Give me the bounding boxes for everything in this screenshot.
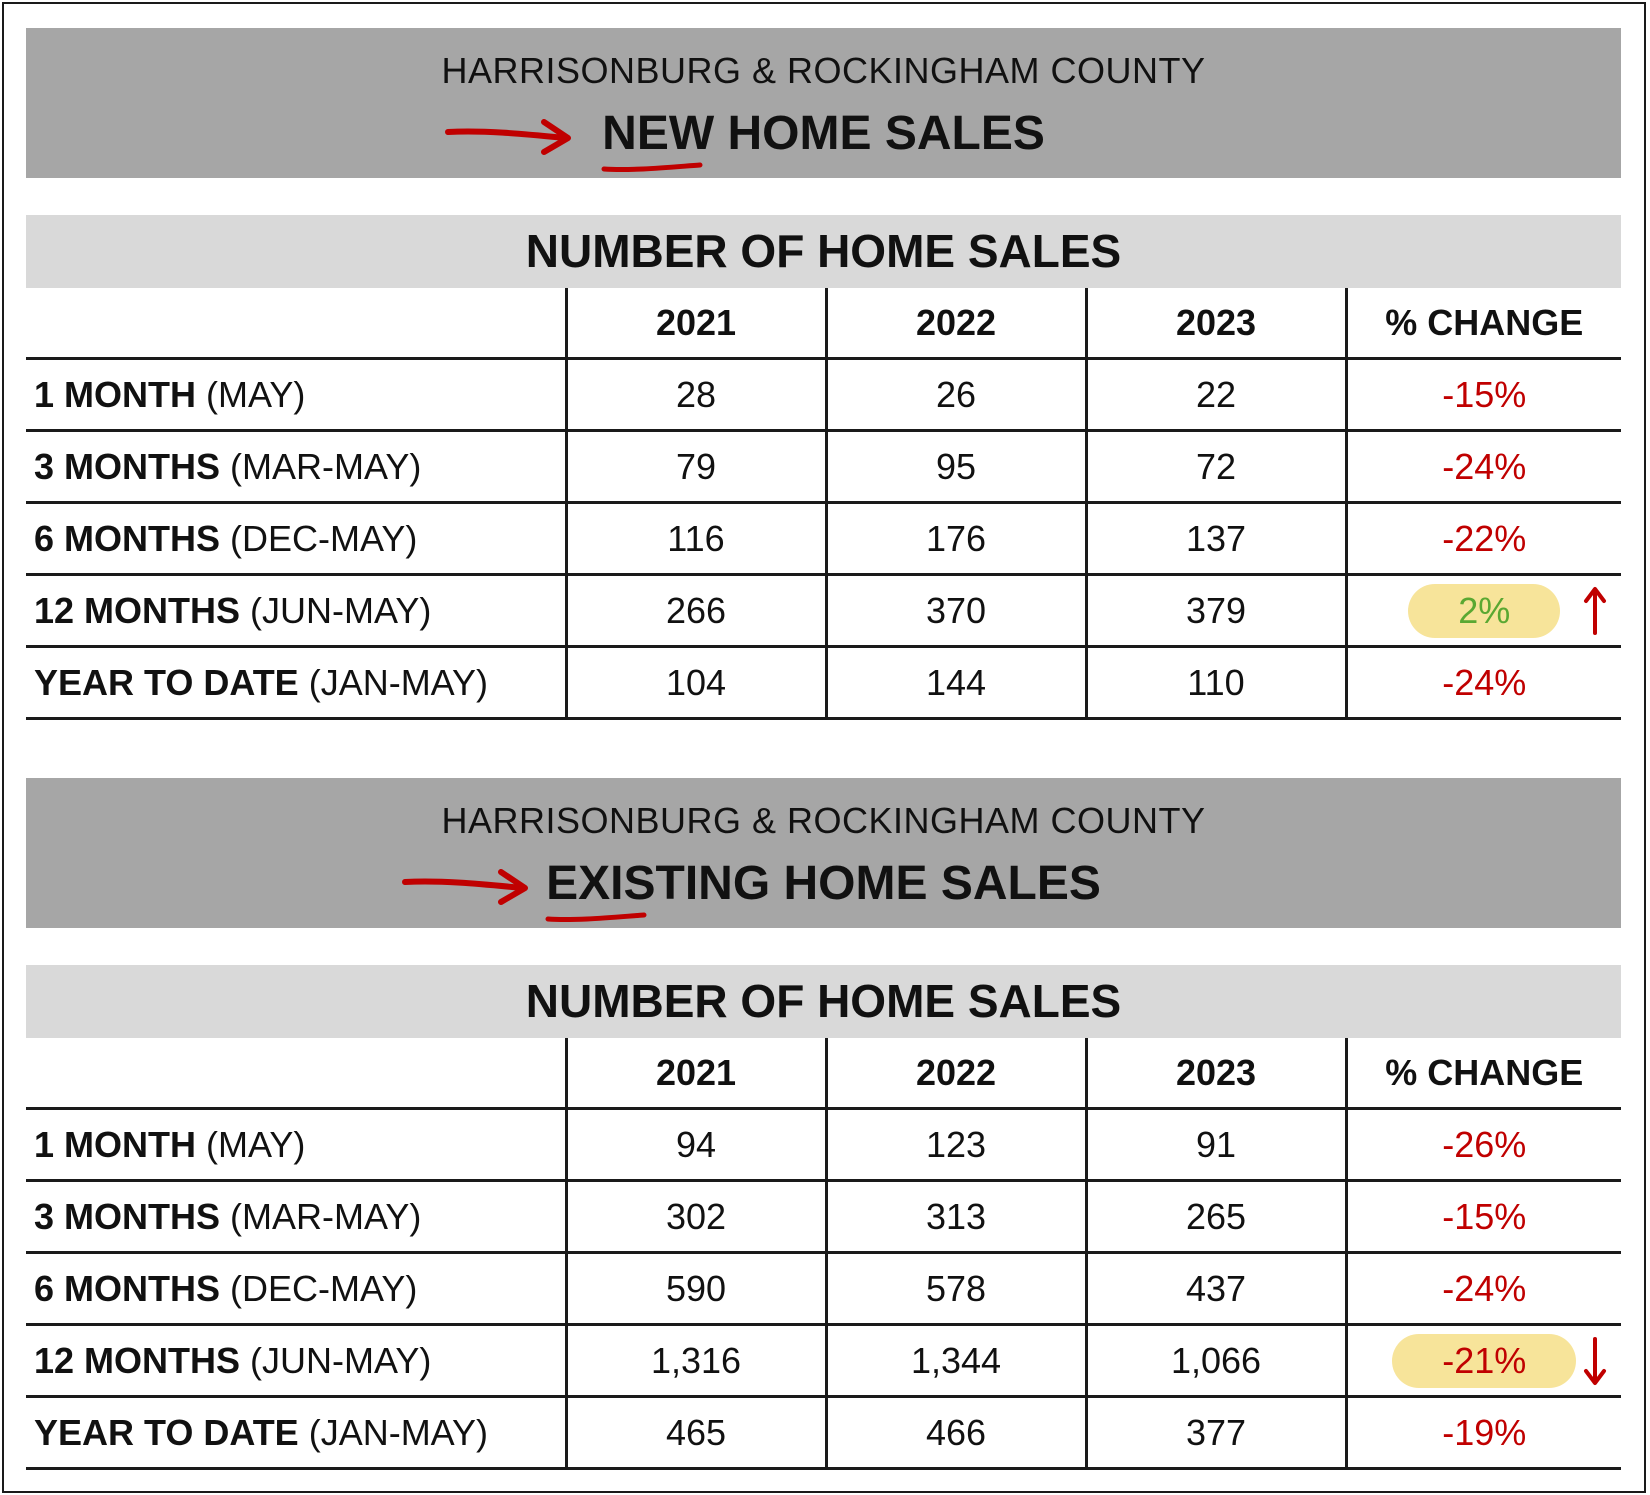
- header-pct-change: % CHANGE: [1344, 288, 1621, 360]
- header-label: [26, 288, 566, 360]
- table-header-row: 2021 2022 2023 % CHANGE: [26, 1038, 1621, 1110]
- up-arrow-icon: [1584, 586, 1606, 635]
- table-row: 3 MONTHS (MAR-MAY) 302 313 265 -15%: [26, 1180, 1621, 1254]
- row-label: 1 MONTH (MAY): [26, 358, 566, 432]
- banner-subtitle: HARRISONBURG & ROCKINGHAM COUNTY: [441, 800, 1206, 841]
- table-row: YEAR TO DATE (JAN-MAY) 465 466 377 -19%: [26, 1396, 1621, 1470]
- value-2021: 590: [564, 1252, 826, 1326]
- value-2022: 466: [824, 1396, 1086, 1470]
- value-2022: 370: [824, 574, 1086, 648]
- value-2023: 379: [1084, 574, 1346, 648]
- title-rest-text: HOME SALES: [714, 107, 1045, 160]
- row-label: 6 MONTHS (DEC-MAY): [26, 1252, 566, 1326]
- annotation-arrow-icon: [402, 869, 529, 905]
- value-2023: 377: [1084, 1396, 1346, 1470]
- pct-change: -24%: [1344, 430, 1621, 504]
- table-row: 1 MONTH (MAY) 94 123 91 -26%: [26, 1108, 1621, 1182]
- pct-change: -26%: [1344, 1108, 1621, 1182]
- pct-change: -24%: [1344, 646, 1621, 720]
- table-row: 6 MONTHS (DEC-MAY) 116 176 137 -22%: [26, 502, 1621, 576]
- value-2022: 578: [824, 1252, 1086, 1326]
- value-2022: 313: [824, 1180, 1086, 1254]
- value-2023: 1,066: [1084, 1324, 1346, 1398]
- row-label: YEAR TO DATE (JAN-MAY): [26, 1396, 566, 1470]
- pct-change: -24%: [1344, 1252, 1621, 1326]
- header-2022: 2022: [824, 1038, 1086, 1110]
- value-2021: 302: [564, 1180, 826, 1254]
- header-pct-change: % CHANGE: [1344, 1038, 1621, 1110]
- value-2023: 265: [1084, 1180, 1346, 1254]
- value-2021: 1,316: [564, 1324, 826, 1398]
- row-label: 1 MONTH (MAY): [26, 1108, 566, 1182]
- title-rest-text: HOME SALES: [770, 857, 1101, 910]
- value-2022: 144: [824, 646, 1086, 720]
- value-2021: 94: [564, 1108, 826, 1182]
- table-row-highlighted: 12 MONTHS (JUN-MAY) 266 370 379 2%: [26, 574, 1621, 648]
- title-highlight-text: EXISTING: [546, 857, 771, 910]
- new-sales-banner: HARRISONBURG & ROCKINGHAM COUNTY NEW HOM…: [26, 28, 1621, 178]
- row-label: YEAR TO DATE (JAN-MAY): [26, 646, 566, 720]
- value-2023: 137: [1084, 502, 1346, 576]
- value-2021: 266: [564, 574, 826, 648]
- table-header-row: 2021 2022 2023 % CHANGE: [26, 288, 1621, 360]
- value-2022: 1,344: [824, 1324, 1086, 1398]
- row-label: 3 MONTHS (MAR-MAY): [26, 1180, 566, 1254]
- annotation-underline-icon: [545, 912, 647, 923]
- existing-sales-table: 2021 2022 2023 % CHANGE 1 MONTH (MAY) 94…: [26, 1038, 1621, 1470]
- table-subheading: NUMBER OF HOME SALES: [26, 215, 1621, 288]
- title-highlight-text: NEW: [602, 107, 715, 160]
- banner-title: NEW HOME SALES: [26, 106, 1621, 173]
- table-row: YEAR TO DATE (JAN-MAY) 104 144 110 -24%: [26, 646, 1621, 720]
- existing-sales-banner: HARRISONBURG & ROCKINGHAM COUNTY EXISTIN…: [26, 778, 1621, 928]
- value-2021: 116: [564, 502, 826, 576]
- header-2023: 2023: [1084, 288, 1346, 360]
- pct-change: -21%: [1442, 1339, 1527, 1381]
- annotation-arrow-icon: [445, 119, 572, 155]
- value-2021: 104: [564, 646, 826, 720]
- value-2022: 176: [824, 502, 1086, 576]
- highlight-pill: 2%: [1408, 583, 1561, 638]
- value-2022: 26: [824, 358, 1086, 432]
- table-row: 6 MONTHS (DEC-MAY) 590 578 437 -24%: [26, 1252, 1621, 1326]
- value-2023: 437: [1084, 1252, 1346, 1326]
- row-label: 3 MONTHS (MAR-MAY): [26, 430, 566, 504]
- banner-title: EXISTING HOME SALES: [26, 856, 1621, 923]
- pct-change: -22%: [1344, 502, 1621, 576]
- row-label: 6 MONTHS (DEC-MAY): [26, 502, 566, 576]
- pct-change-cell: 2%: [1344, 574, 1621, 648]
- header-label: [26, 1038, 566, 1110]
- header-2021: 2021: [564, 1038, 826, 1110]
- pct-change: 2%: [1458, 589, 1511, 631]
- title-highlight-word: EXISTING: [402, 856, 771, 923]
- pct-change: -15%: [1344, 1180, 1621, 1254]
- title-highlight-word: NEW: [445, 106, 715, 173]
- header-2022: 2022: [824, 288, 1086, 360]
- header-2023: 2023: [1084, 1038, 1346, 1110]
- value-2022: 123: [824, 1108, 1086, 1182]
- pct-change: -15%: [1344, 358, 1621, 432]
- header-2021: 2021: [564, 288, 826, 360]
- down-arrow-icon: [1584, 1336, 1606, 1385]
- highlight-pill: -21%: [1392, 1333, 1577, 1388]
- new-sales-table: 2021 2022 2023 % CHANGE 1 MONTH (MAY) 28…: [26, 288, 1621, 720]
- table-row-highlighted: 12 MONTHS (JUN-MAY) 1,316 1,344 1,066 -2…: [26, 1324, 1621, 1398]
- table-subheading: NUMBER OF HOME SALES: [26, 965, 1621, 1038]
- table-row: 1 MONTH (MAY) 28 26 22 -15%: [26, 358, 1621, 432]
- row-label: 12 MONTHS (JUN-MAY): [26, 1324, 566, 1398]
- row-label: 12 MONTHS (JUN-MAY): [26, 574, 566, 648]
- table-row: 3 MONTHS (MAR-MAY) 79 95 72 -24%: [26, 430, 1621, 504]
- value-2023: 91: [1084, 1108, 1346, 1182]
- banner-subtitle: HARRISONBURG & ROCKINGHAM COUNTY: [441, 50, 1206, 91]
- value-2021: 79: [564, 430, 826, 504]
- value-2021: 28: [564, 358, 826, 432]
- annotation-underline-icon: [601, 162, 703, 173]
- value-2023: 110: [1084, 646, 1346, 720]
- value-2021: 465: [564, 1396, 826, 1470]
- pct-change: -19%: [1344, 1396, 1621, 1470]
- value-2023: 22: [1084, 358, 1346, 432]
- pct-change-cell: -21%: [1344, 1324, 1621, 1398]
- value-2022: 95: [824, 430, 1086, 504]
- value-2023: 72: [1084, 430, 1346, 504]
